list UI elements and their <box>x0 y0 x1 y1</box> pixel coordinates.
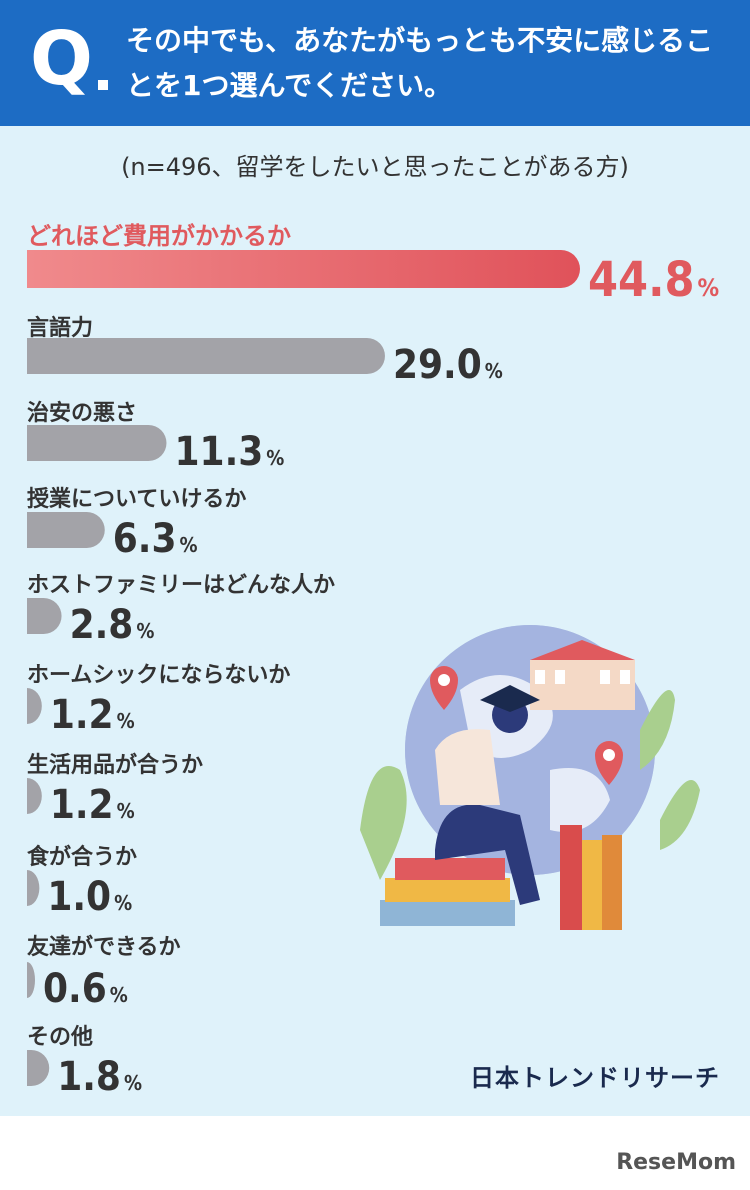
chart-panel <box>0 126 750 1116</box>
bar-chart: どれほど費用がかかるか 44.8 % 言語力 29.0 % 治安の悪さ 11.3 % 授業について… <box>27 222 719 1100</box>
value-label: 1.2% <box>50 782 135 828</box>
bar <box>27 598 62 634</box>
value-label: 1.0% <box>47 874 132 920</box>
value-label: 1.2% <box>50 692 135 738</box>
category-label: 食が合うか <box>27 844 137 870</box>
bar <box>27 338 385 374</box>
value-label: 6.3% <box>113 516 198 562</box>
q-mark: Q <box>30 16 93 102</box>
question-text: その中でも、あなたがもっとも不安に感じることを1つ選んでください。 <box>126 24 714 102</box>
bar <box>27 962 35 998</box>
question-header: Q その中でも、あなたがもっとも不安に感じることを1つ選んでください。 <box>0 0 750 126</box>
value-label: 1.8% <box>57 1054 142 1100</box>
value-label: 2.8% <box>70 602 155 648</box>
category-label: ホストファミリーはどんな人か <box>27 573 335 598</box>
bar <box>27 250 580 288</box>
watermark: ReseMom <box>616 1150 736 1175</box>
sample-note: (n=496、留学をしたいと思ったことがある方) <box>121 153 629 181</box>
bar <box>27 870 40 906</box>
category-label: 治安の悪さ <box>27 400 137 426</box>
category-label: ホームシックにならないか <box>27 663 290 688</box>
value-label: 44.8% <box>588 252 719 308</box>
bar <box>27 512 105 548</box>
category-label: その他 <box>27 1025 93 1050</box>
value-label: 11.3% <box>174 429 284 475</box>
category-label: 言語力 <box>27 315 93 341</box>
brand-logo-text: 日本トレンドリサーチ <box>470 1064 720 1092</box>
category-label: 友達ができるか <box>27 934 181 960</box>
value-label: 29.0% <box>393 342 503 388</box>
bar <box>27 778 42 814</box>
bar <box>27 425 167 461</box>
bar <box>27 688 42 724</box>
category-label: 授業についていけるか <box>27 487 246 512</box>
category-label: 生活用品が合うか <box>27 752 203 778</box>
value-label: 0.6% <box>43 966 128 1012</box>
category-label: どれほど費用がかかるか <box>27 222 291 250</box>
bar <box>27 1050 50 1086</box>
q-dot <box>98 80 108 90</box>
student-globe-illustration <box>360 625 700 930</box>
